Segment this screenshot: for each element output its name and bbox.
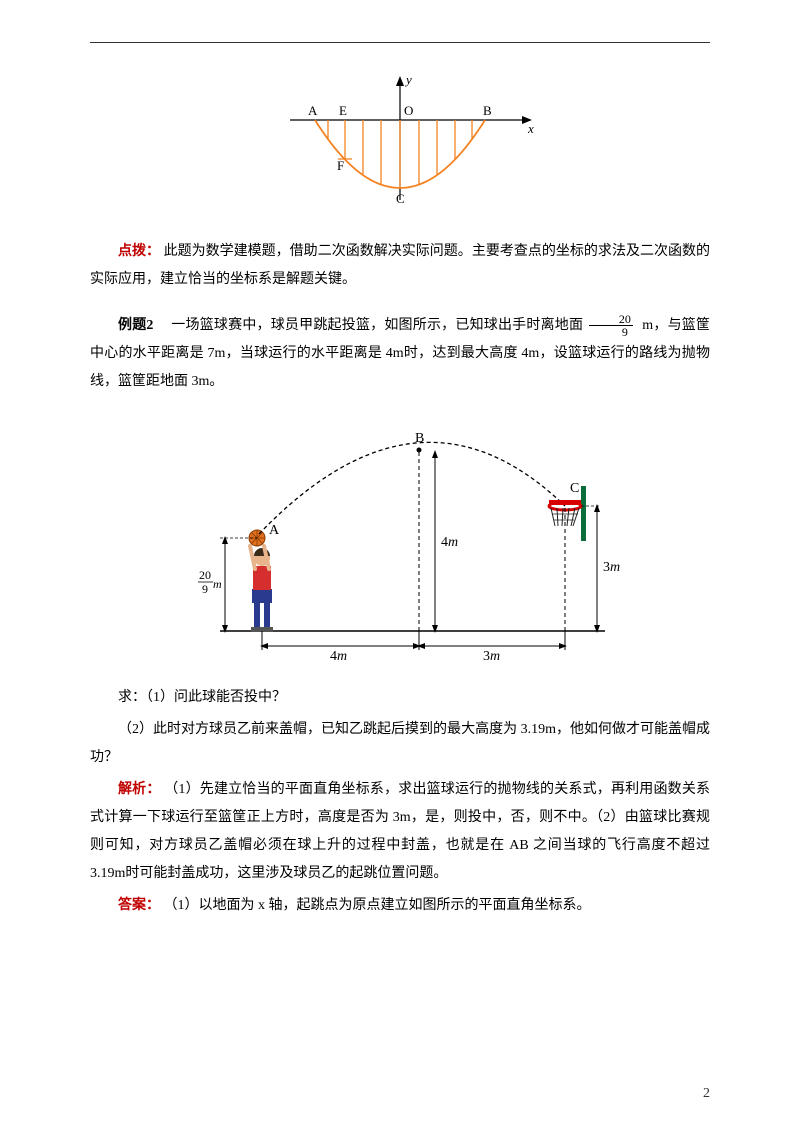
para-dianbo: 点拨： 此题为数学建模题，借助二次函数解决实际问题。主要考查点的坐标的求法及二次… <box>90 238 710 294</box>
text-answer: （1）以地面为 x 轴，起跳点为原点建立如图所示的平面直角坐标系。 <box>164 898 591 913</box>
text-analysis: （1）先建立恰当的平面直角坐标系，求出篮球运行的抛物线的关系式，再利用函数关系式… <box>90 782 710 881</box>
para-analysis: 解析： （1）先建立恰当的平面直角坐标系，求出篮球运行的抛物线的关系式，再利用函… <box>90 776 710 888</box>
label-answer: 答案： <box>118 898 160 913</box>
fraction-20-9: 209 <box>589 313 633 338</box>
fig1-label-E: E <box>339 103 347 118</box>
fig1-label-F: F <box>337 158 344 173</box>
fig1-label-O: O <box>404 103 413 118</box>
figure-1-container: y x A E O B F C <box>90 70 710 220</box>
text-dianbo: 此题为数学建模题，借助二次函数解决实际问题。主要考查点的坐标的求法及二次函数的实… <box>90 244 710 287</box>
hoop-icon <box>549 486 586 541</box>
label-dianbo: 点拨： <box>118 244 160 259</box>
fig2-d2: 3m <box>483 649 500 664</box>
page-number: 2 <box>703 1086 710 1102</box>
fig1-label-x: x <box>527 121 534 136</box>
fig1-label-y: y <box>404 72 412 87</box>
fig2-label-B: B <box>415 431 424 446</box>
page-top-rule <box>90 42 710 43</box>
figure-2-svg: A B C 20 9 m <box>165 406 635 666</box>
para-example2: 例题2 一场篮球赛中，球员甲跳起投篮，如图所示，已知球出手时离地面 209 m，… <box>90 312 710 396</box>
fig2-hleft-unit: m <box>213 577 222 591</box>
label-analysis: 解析： <box>118 782 161 797</box>
fig1-label-C: C <box>396 191 405 206</box>
fig2-d1: 4m <box>330 649 347 664</box>
figure-2-container: A B C 20 9 m <box>90 406 710 666</box>
fig2-label-C: C <box>570 481 579 496</box>
label-example2: 例题2 <box>118 318 153 333</box>
question-2: （2）此时对方球员乙前来盖帽，已知乙跳起后摸到的最大高度为 3.19m，他如何做… <box>90 716 710 772</box>
fig2-hright: 3m <box>603 560 620 575</box>
example2-before: 一场篮球赛中，球员甲跳起投篮，如图所示，已知球出手时离地面 <box>157 318 587 333</box>
figure-1-svg: y x A E O B F C <box>260 70 540 220</box>
fig1-label-A: A <box>308 103 318 118</box>
fig2-hmid: 4m <box>441 535 458 550</box>
question-1: 求：（1）问此球能否投中？ <box>90 684 710 712</box>
player-icon <box>249 530 273 632</box>
frac-den: 9 <box>589 326 633 338</box>
para-answer: 答案： （1）以地面为 x 轴，起跳点为原点建立如图所示的平面直角坐标系。 <box>90 892 710 920</box>
fig1-label-B: B <box>483 103 492 118</box>
fig2-hleft-den: 9 <box>202 582 208 596</box>
fig2-label-A: A <box>269 523 280 538</box>
fig2-hleft-num: 20 <box>199 568 211 582</box>
